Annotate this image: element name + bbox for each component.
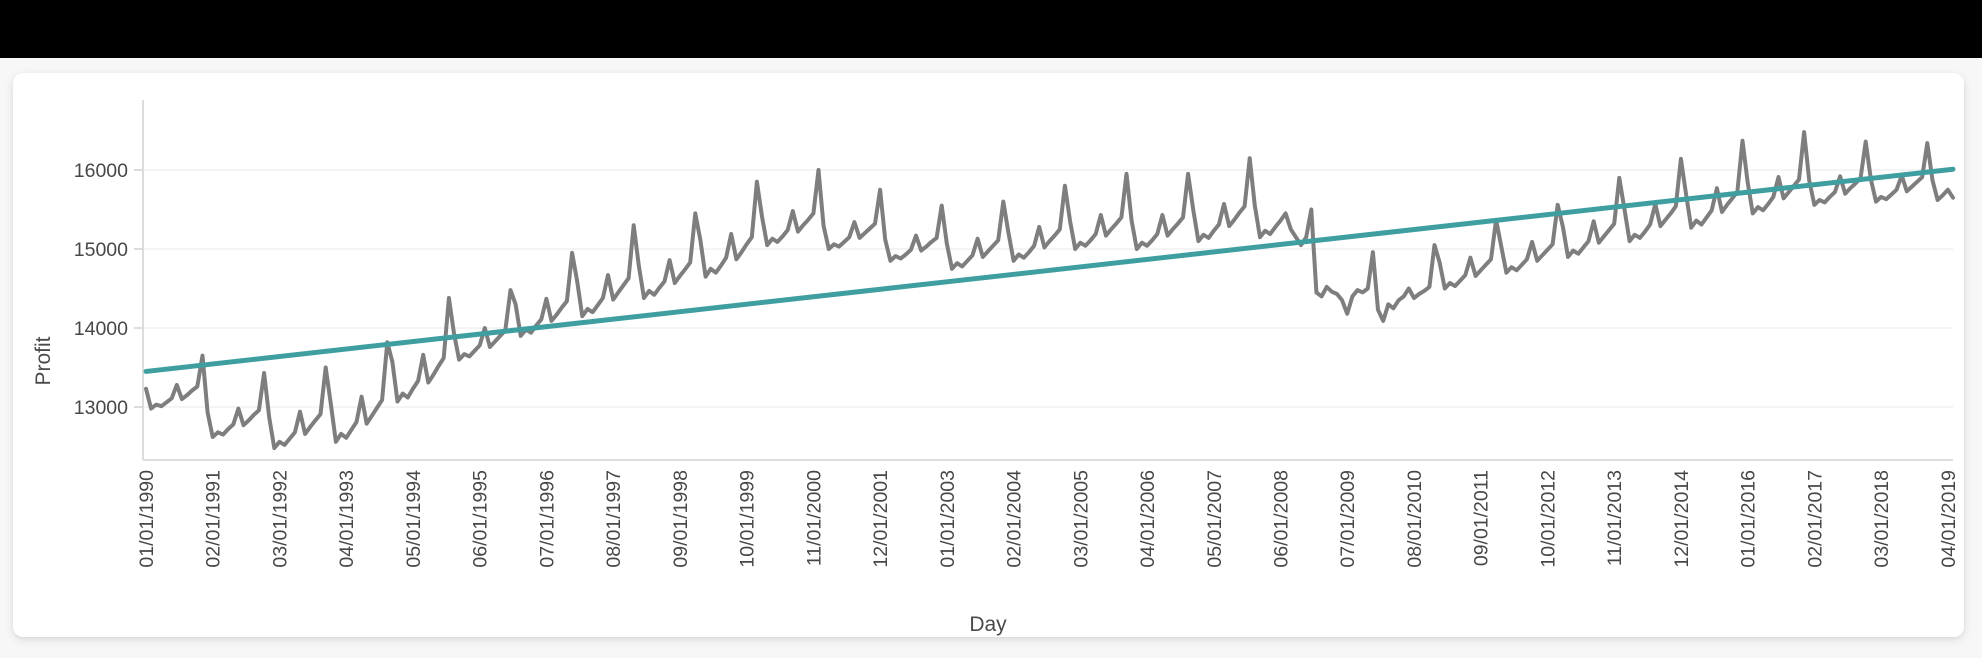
y-tick-label: 13000: [74, 397, 128, 419]
x-tick-label: 03/01/2018: [1871, 470, 1893, 568]
x-tick-label: 05/01/1994: [403, 470, 425, 568]
y-tick-label: 14000: [74, 318, 128, 340]
trend-line[interactable]: [143, 166, 1956, 374]
x-tick-label: 04/01/2019: [1938, 470, 1960, 568]
x-tick-label: 03/01/2005: [1070, 470, 1092, 568]
x-tick-label: 04/01/2006: [1137, 470, 1159, 568]
x-tick-label: 06/01/1995: [470, 470, 492, 568]
x-tick-label: 02/01/2017: [1804, 470, 1826, 568]
x-tick-label: 08/01/2010: [1404, 470, 1426, 568]
x-tick-label: 06/01/2008: [1271, 470, 1293, 568]
x-tick-label: 12/01/2014: [1671, 470, 1693, 568]
profit-series-line[interactable]: [144, 130, 1955, 451]
x-tick-label: 03/01/1992: [269, 470, 291, 568]
x-tick-label: 10/01/2012: [1537, 470, 1559, 568]
x-tick-label: 09/01/1998: [670, 470, 692, 568]
profit-chart[interactable]: 13000 14000 15000 16000 01/01/1990 02/01/1991…: [13, 73, 1964, 637]
x-tick-label: 11/01/2000: [803, 470, 825, 566]
x-tick-label: 09/01/2011: [1471, 470, 1493, 566]
x-tick-label: 01/01/2003: [937, 470, 959, 568]
x-tick-label: 04/01/1993: [336, 470, 358, 568]
x-tick-label: 07/01/2009: [1337, 470, 1359, 568]
x-tick-label: 08/01/1997: [603, 470, 625, 568]
x-tick-label: 10/01/1999: [737, 470, 759, 568]
x-tick-label: 01/01/2016: [1738, 470, 1760, 568]
x-tick-label: 05/01/2007: [1204, 470, 1226, 568]
x-tick-label: 01/01/1990: [136, 470, 158, 568]
y-tick-label: 15000: [74, 239, 128, 261]
chart-card: 13000 14000 15000 16000 01/01/1990 02/01/1991…: [13, 73, 1964, 637]
x-tick-label: 12/01/2001: [870, 470, 892, 568]
x-tick-label: 02/01/2004: [1004, 470, 1026, 568]
x-tick-label: 11/01/2013: [1604, 470, 1626, 566]
x-tick-label: 07/01/1996: [536, 470, 558, 568]
y-tick-label: 16000: [74, 160, 128, 182]
top-bar: [0, 0, 1982, 58]
x-tick-label: 02/01/1991: [203, 470, 225, 568]
